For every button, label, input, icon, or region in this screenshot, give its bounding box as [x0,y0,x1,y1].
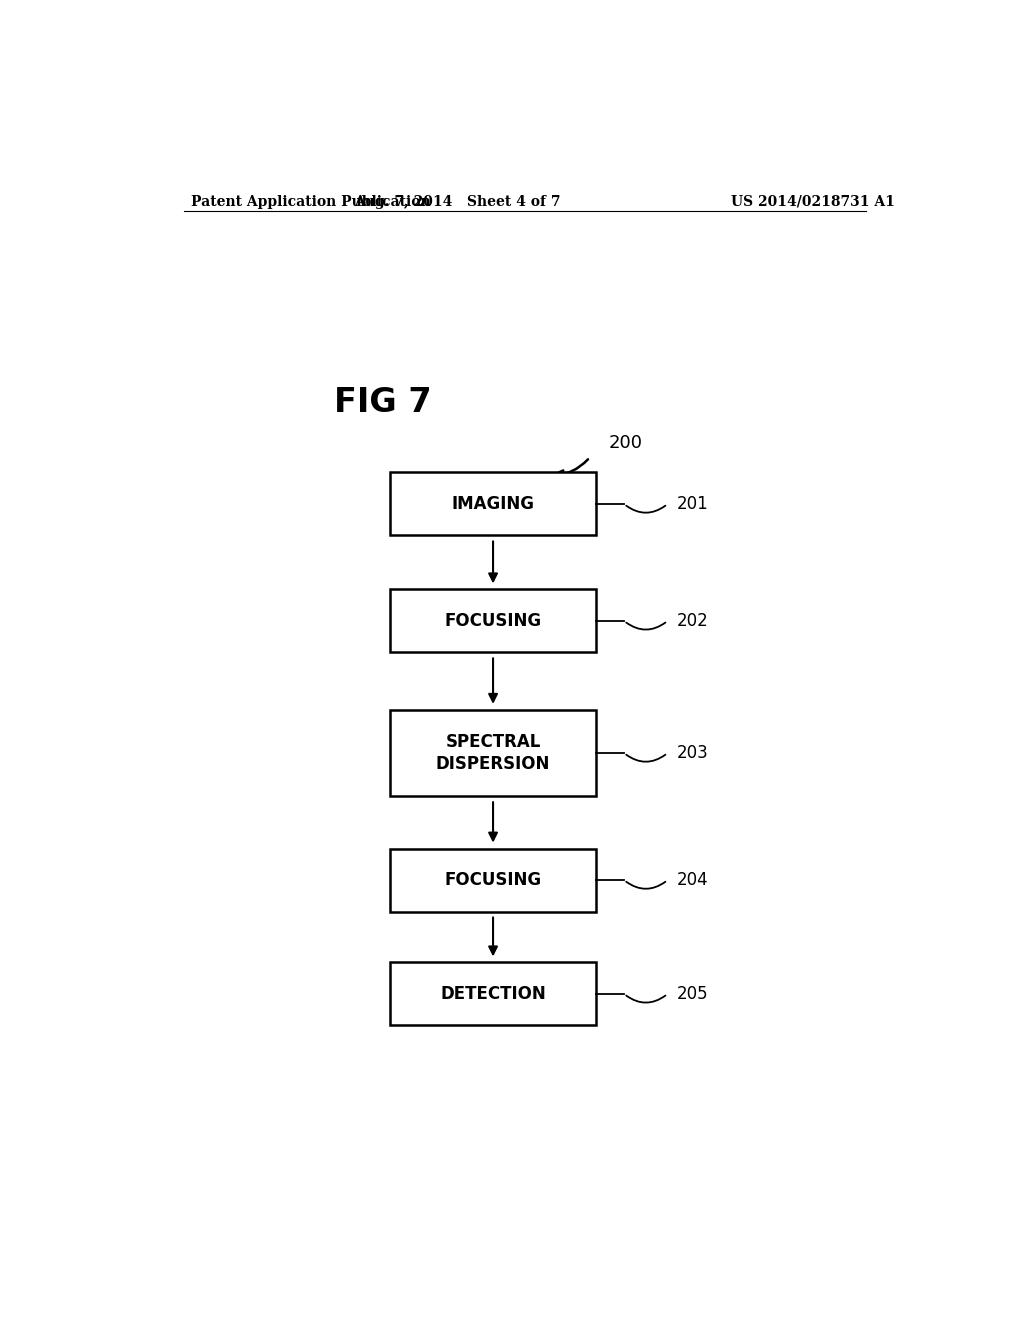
Text: 201: 201 [677,495,709,513]
Text: US 2014/0218731 A1: US 2014/0218731 A1 [731,195,895,209]
Bar [390,849,596,912]
Text: 205: 205 [677,985,709,1003]
Text: 203: 203 [677,744,709,762]
Bar [390,710,596,796]
Bar [390,473,596,536]
Bar [390,962,596,1026]
Text: 204: 204 [677,871,709,890]
Text: Patent Application Publication: Patent Application Publication [191,195,431,209]
Text: DETECTION: DETECTION [440,985,546,1003]
Text: Aug. 7, 2014   Sheet 4 of 7: Aug. 7, 2014 Sheet 4 of 7 [354,195,560,209]
Text: FIG 7: FIG 7 [334,385,432,418]
Text: IMAGING: IMAGING [452,495,535,513]
Bar [390,589,596,652]
Text: FOCUSING: FOCUSING [444,612,542,630]
Text: SPECTRAL
DISPERSION: SPECTRAL DISPERSION [436,733,550,774]
Text: 202: 202 [677,612,709,630]
Text: 200: 200 [608,434,642,451]
Text: FOCUSING: FOCUSING [444,871,542,890]
